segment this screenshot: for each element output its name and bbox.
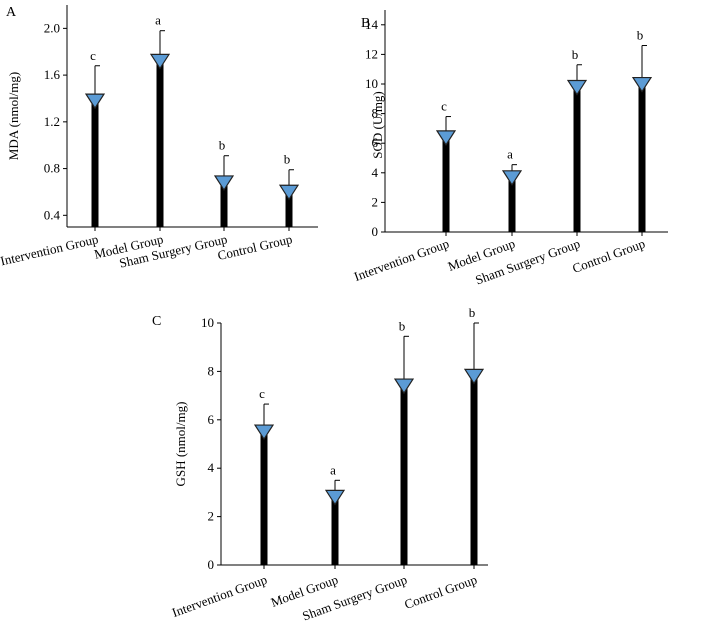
chart-panel-c: 0 2 4 6 8 10 C GSH (nmol/mg) c Intervention Group…: [152, 305, 488, 623]
bar: [285, 187, 293, 227]
y-tick-label: 8: [208, 363, 215, 378]
y-tick-label: 6: [208, 412, 215, 427]
bar: [638, 79, 646, 232]
panel-label: B: [361, 16, 370, 31]
bar: [91, 96, 99, 227]
x-category-label: Intervention Group: [0, 231, 100, 268]
y-tick-label: 0: [208, 557, 215, 572]
significance-label: c: [259, 386, 265, 401]
mean-marker: [566, 79, 588, 96]
y-tick-label: 0: [372, 224, 379, 239]
mean-marker: [213, 175, 235, 192]
mean-marker: [84, 93, 106, 110]
y-tick-label: 0.8: [44, 161, 60, 176]
x-category-label: Intervention Group: [352, 236, 451, 284]
y-tick-label: 14: [365, 17, 379, 32]
bar: [400, 381, 408, 565]
y-axis-title: MDA (nmol/mg): [6, 72, 21, 160]
y-tick-label: 10: [201, 315, 214, 330]
y-tick-label: 1.6: [44, 67, 61, 82]
mean-marker: [463, 368, 485, 385]
y-axis-title: GSH (nmol/mg): [173, 402, 188, 487]
x-category-label: Intervention Group: [170, 572, 269, 620]
mean-marker: [278, 184, 300, 201]
panel-label: C: [152, 314, 161, 329]
y-axis-title: SOD (U/mg): [370, 91, 385, 159]
x-category-label: Control Group: [570, 236, 647, 276]
bar: [260, 427, 268, 565]
y-tick-label: 4: [372, 165, 379, 180]
significance-label: b: [637, 28, 644, 43]
bar: [220, 177, 228, 227]
y-tick-label: 8: [372, 106, 379, 121]
y-tick-label: 1.2: [44, 114, 60, 129]
y-tick-label: 2: [208, 509, 215, 524]
bar: [508, 172, 516, 232]
panel-label: A: [6, 5, 17, 20]
significance-label: a: [330, 462, 336, 477]
y-tick-label: 12: [365, 46, 378, 61]
mean-marker: [501, 170, 523, 186]
x-category-label: Control Group: [216, 231, 294, 263]
bar: [573, 82, 581, 233]
chart-panel-a: 0.4 0.8 1.2 1.6 2.0 A MDA (nmol/mg) c Interventi…: [0, 5, 318, 271]
significance-label: b: [284, 152, 291, 167]
bar: [156, 56, 164, 228]
y-tick-label: 2: [372, 194, 379, 209]
bar: [442, 132, 450, 232]
x-category-label: Control Group: [402, 572, 479, 612]
significance-label: a: [507, 147, 513, 162]
significance-label: c: [90, 48, 96, 63]
mean-marker: [324, 489, 346, 506]
y-tick-label: 6: [372, 135, 379, 150]
chart-panel-b: 0 2 4 6 8 10 12 14B SOD (U/mg) c Intervention Grou…: [352, 10, 668, 288]
significance-label: b: [469, 305, 476, 320]
mean-marker: [435, 130, 457, 146]
significance-label: a: [155, 13, 161, 28]
significance-label: c: [441, 99, 447, 114]
mean-marker: [393, 378, 415, 395]
bar: [470, 371, 478, 565]
mean-marker: [253, 424, 275, 441]
significance-label: b: [572, 47, 579, 62]
significance-label: b: [399, 318, 406, 333]
bar: [331, 492, 339, 565]
significance-label: b: [219, 138, 226, 153]
y-tick-label: 4: [208, 460, 215, 475]
mean-marker: [149, 53, 171, 70]
y-tick-label: 10: [365, 76, 378, 91]
y-tick-label: 0.4: [44, 207, 61, 222]
mean-marker: [631, 76, 653, 93]
y-tick-label: 2.0: [44, 20, 60, 35]
